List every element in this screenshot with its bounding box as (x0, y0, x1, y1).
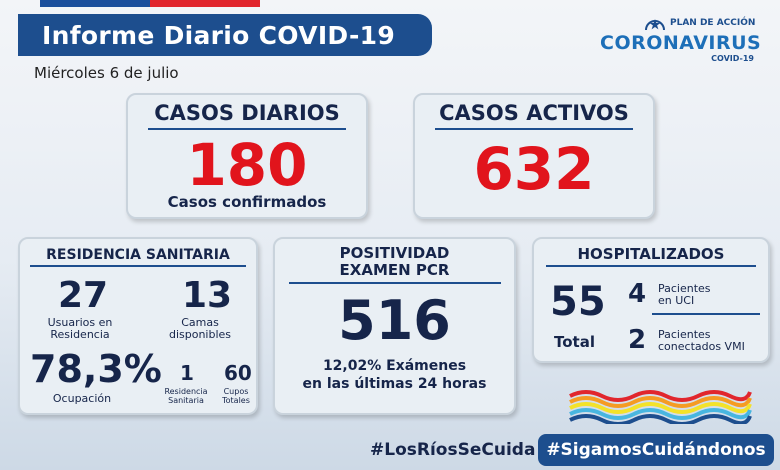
logo-sub: COVID-19 (711, 54, 754, 63)
hashtag-los-rios: #LosRíosSeCuida (370, 440, 536, 460)
hashtag-sigamos: #SigamosCuidándonos (538, 434, 774, 466)
residence-occupancy-value: 78,3% (30, 347, 162, 391)
logo-plan-text: PLAN DE ACCIÓN (670, 18, 756, 28)
hospitalized-title: HOSPITALIZADOS (577, 245, 725, 263)
residence-users-label: Usuarios en Residencia (47, 316, 113, 341)
residence-users-value: 27 (58, 275, 109, 316)
daily-cases-divider (148, 128, 346, 130)
government-star-icon (645, 19, 665, 31)
daily-cases-card: CASOS DIARIOS 180 Casos confirmados (126, 93, 368, 219)
active-cases-card: CASOS ACTIVOS 632 (413, 93, 655, 219)
daily-cases-title: CASOS DIARIOS (154, 101, 340, 125)
pcr-caption: 12,02% Exámenes en las últimas 24 horas (302, 358, 487, 392)
hospitalized-uci-value: 4 (628, 279, 647, 309)
hospitalized-inner-divider (652, 313, 760, 315)
hospitalized-uci-label: Pacientes en UCI (658, 282, 711, 307)
hospitalized-vmi-label: Pacientes conectados VMI (658, 328, 745, 353)
flag-stripe (40, 0, 260, 7)
active-cases-title: CASOS ACTIVOS (439, 101, 629, 125)
residence-beds-label: Camas disponibles (168, 316, 232, 341)
active-cases-value: 632 (473, 135, 595, 203)
pcr-value: 516 (338, 289, 451, 352)
hospitalized-vmi-value: 2 (628, 325, 647, 355)
residence-title: RESIDENCIA SANITARIA (46, 247, 230, 263)
residence-total-label: Cupos Totales (222, 387, 250, 405)
residence-count-label: Residencia Sanitaria (164, 387, 208, 405)
residence-count-value: 1 (180, 361, 194, 385)
pcr-title: POSITIVIDAD EXAMEN PCR (339, 244, 450, 279)
hospitalized-divider (546, 265, 756, 267)
residence-card: RESIDENCIA SANITARIA 27 Usuarios en Resid… (18, 237, 258, 415)
residence-total-value: 60 (224, 361, 252, 385)
coronavirus-logo: PLAN DE ACCIÓN CORONAVIRUS COVID-19 (600, 16, 762, 66)
hospitalized-total-value: 55 (550, 279, 606, 325)
pcr-card: POSITIVIDAD EXAMEN PCR 516 12,02% Exámene… (273, 237, 516, 415)
daily-cases-caption: Casos confirmados (167, 193, 327, 211)
pcr-divider (289, 282, 501, 284)
logo-name: CORONAVIRUS (600, 32, 762, 54)
residence-occupancy-label: Ocupación (52, 392, 112, 405)
page-title: Informe Diario COVID-19 (18, 14, 432, 56)
hospitalized-total-label: Total (554, 333, 595, 351)
active-cases-divider (435, 128, 633, 130)
daily-cases-value: 180 (186, 131, 308, 199)
hospitalized-card: HOSPITALIZADOS 55 Total 4 Pacientes en UC… (532, 237, 770, 363)
residence-divider (30, 265, 246, 267)
rainbow-wave-graphic (569, 390, 752, 424)
report-date: Miércoles 6 de julio (34, 64, 179, 82)
residence-beds-value: 13 (182, 275, 233, 316)
